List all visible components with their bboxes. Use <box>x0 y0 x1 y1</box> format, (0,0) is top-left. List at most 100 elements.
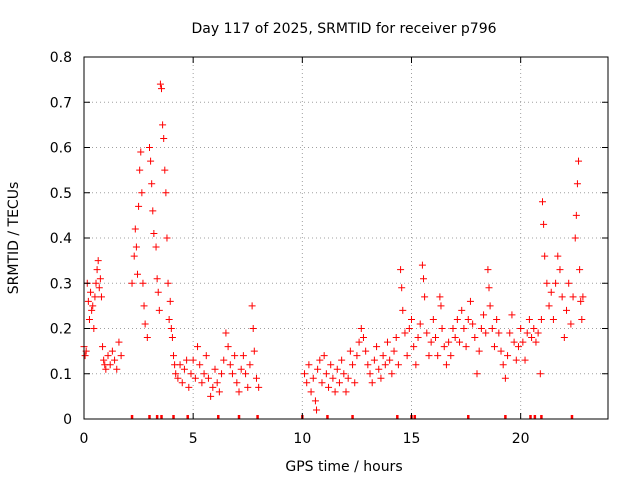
data-point <box>477 325 485 332</box>
data-point <box>394 361 402 369</box>
y-tick-label: 0.7 <box>50 95 72 111</box>
data-point <box>466 297 474 305</box>
data-point <box>163 234 171 242</box>
data-point <box>351 379 359 387</box>
data-point <box>375 365 383 373</box>
data-point <box>137 148 145 156</box>
data-point <box>579 293 587 301</box>
data-point <box>423 329 431 337</box>
data-point <box>447 352 455 360</box>
data-point <box>115 338 123 346</box>
data-point <box>194 343 202 351</box>
data-point <box>576 266 584 274</box>
data-point <box>146 144 153 151</box>
data-point <box>104 352 112 360</box>
data-point <box>534 329 542 337</box>
data-point <box>537 315 545 323</box>
data-point <box>218 370 226 378</box>
data-point <box>97 293 105 301</box>
data-point <box>575 157 583 165</box>
data-point <box>209 383 217 391</box>
data-point <box>154 288 162 296</box>
data-point <box>399 306 407 314</box>
data-point <box>170 352 178 360</box>
data-point <box>473 370 481 378</box>
data-point <box>131 225 139 233</box>
data-point <box>540 220 548 228</box>
data-point <box>440 343 448 351</box>
data-point <box>303 379 311 387</box>
x-tick-label: 20 <box>512 431 530 447</box>
y-tick-label: 0.1 <box>50 367 72 383</box>
data-point <box>153 275 161 283</box>
data-point <box>469 320 477 328</box>
data-point <box>558 293 566 301</box>
data-point <box>512 356 520 364</box>
data-point <box>569 293 577 301</box>
data-point <box>320 352 328 360</box>
data-point <box>162 189 170 197</box>
data-point <box>327 361 335 369</box>
data-point <box>386 356 394 364</box>
data-point <box>340 370 348 378</box>
data-point <box>456 338 464 346</box>
data-point <box>249 325 257 332</box>
data-point <box>239 352 247 360</box>
data-point <box>565 279 573 287</box>
data-point <box>464 315 472 323</box>
data-point <box>325 383 333 391</box>
y-tick-label: 0.5 <box>50 186 72 202</box>
data-point <box>495 329 503 337</box>
data-point <box>451 334 459 342</box>
chart-title: Day 117 of 2025, SRMTID for receiver p79… <box>191 21 496 37</box>
data-points <box>80 80 587 414</box>
data-point <box>504 352 512 360</box>
data-point <box>331 388 339 396</box>
data-point <box>189 356 197 364</box>
data-point <box>485 284 493 292</box>
data-point <box>200 370 208 378</box>
data-point <box>541 252 549 260</box>
data-point <box>458 306 466 314</box>
data-point <box>418 261 426 269</box>
data-point <box>370 356 378 364</box>
data-point <box>338 356 346 364</box>
data-point <box>397 266 405 274</box>
data-point <box>191 374 199 382</box>
data-point <box>132 243 140 251</box>
data-point <box>410 343 418 351</box>
data-point <box>255 383 263 391</box>
data-point <box>554 252 562 260</box>
data-point <box>475 347 483 355</box>
data-point <box>111 356 119 364</box>
data-point <box>301 370 309 378</box>
data-point <box>136 166 144 174</box>
data-point <box>560 334 568 342</box>
data-point <box>168 334 176 342</box>
data-point <box>436 293 444 301</box>
data-point <box>523 329 531 337</box>
data-point <box>237 365 245 373</box>
data-point <box>366 370 374 378</box>
data-point <box>147 157 155 165</box>
data-point <box>377 374 385 382</box>
data-point <box>573 180 581 188</box>
data-point <box>349 361 357 369</box>
data-point <box>96 275 104 283</box>
data-point <box>432 334 440 342</box>
data-point <box>307 388 315 396</box>
data-point <box>220 356 228 364</box>
x-tick-label: 0 <box>80 431 89 447</box>
data-point <box>135 202 143 210</box>
data-point <box>202 352 210 360</box>
data-point <box>346 347 354 355</box>
data-point <box>471 334 479 342</box>
data-point <box>429 315 437 323</box>
data-point <box>530 325 538 332</box>
data-point <box>318 379 326 387</box>
data-point <box>311 397 319 405</box>
data-point <box>117 352 125 360</box>
data-point <box>322 370 330 378</box>
data-point <box>183 356 191 364</box>
y-tick-label: 0.2 <box>50 322 72 338</box>
